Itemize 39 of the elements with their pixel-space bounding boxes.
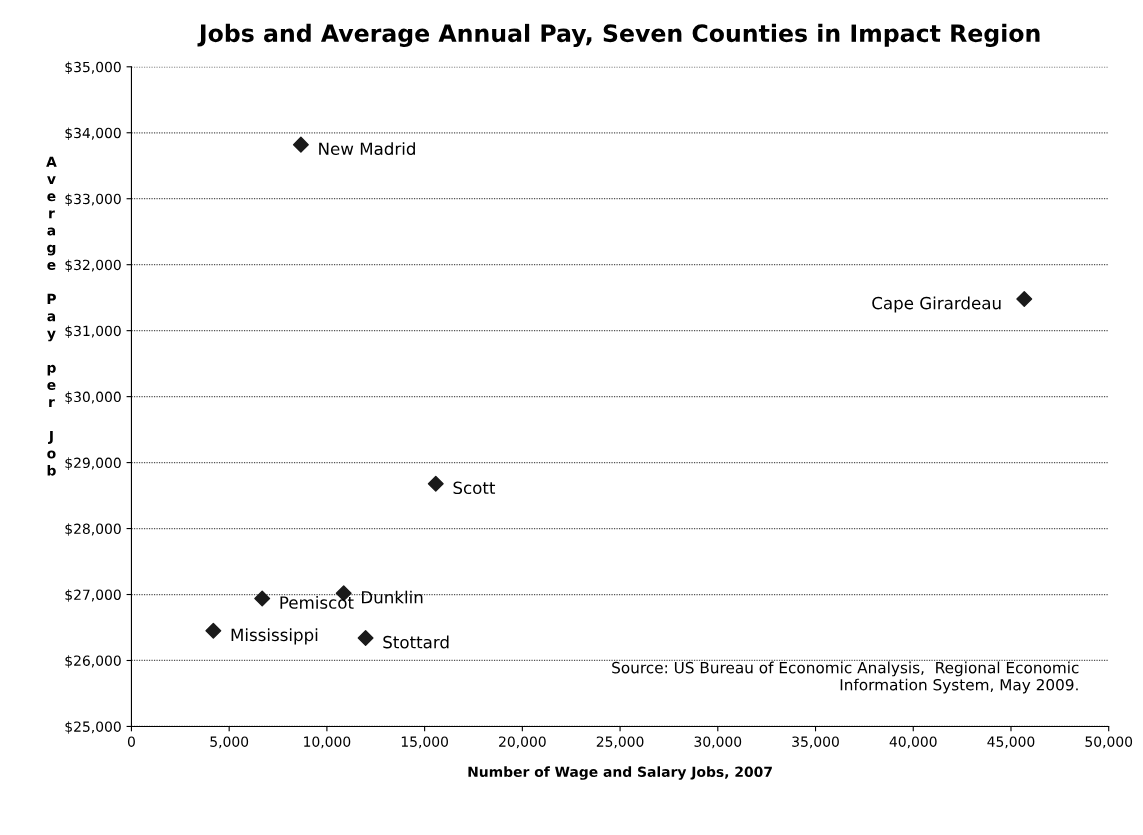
- y-tick-label: $25,000: [65, 721, 121, 734]
- x-tick-label: 30,000: [694, 736, 742, 749]
- y-tick-label: $28,000: [65, 523, 121, 536]
- y-tick-label: $29,000: [65, 457, 121, 470]
- annotation: Source: US Bureau of Economic Analysis, Regional Economic Information System, May 2009.: [612, 661, 1079, 694]
- y-tick-label: $31,000: [65, 325, 121, 338]
- point: [254, 590, 271, 607]
- annotation: Pemiscot: [280, 595, 354, 609]
- annotation: Dunklin: [362, 590, 423, 604]
- x-tick-label: 35,000: [792, 736, 839, 749]
- y-tick-label: $27,000: [65, 589, 121, 602]
- point: [427, 475, 444, 492]
- x-tick-label: 5,000: [210, 736, 249, 749]
- annotation: Scott: [453, 481, 496, 495]
- annotation: Mississippi: [231, 628, 318, 645]
- y-tick-label: $35,000: [65, 61, 121, 75]
- x-tick-label: 0: [127, 736, 135, 747]
- point: [205, 622, 222, 639]
- chart-title: Jobs and Average Annual Pay, Seven Counties in Impact Region: [197, 23, 1040, 47]
- x-tick-label: 25,000: [596, 736, 644, 749]
- x-tick-label: 10,000: [304, 736, 351, 749]
- y-tick-label: $34,000: [65, 127, 121, 141]
- y-tick-label: $32,000: [65, 259, 121, 273]
- x-tick-label: 15,000: [401, 736, 448, 749]
- x-tick-label: 50,000: [1085, 736, 1133, 749]
- annotation: New Madrid: [319, 142, 415, 156]
- point: [1016, 291, 1033, 307]
- annotation: Stottard: [383, 635, 449, 649]
- x-axis-title: Number of Wage and Salary Jobs, 2007: [468, 766, 772, 780]
- y-tick-label: $26,000: [65, 655, 121, 668]
- text: Average Pay per Job: [46, 156, 57, 476]
- point: [292, 136, 309, 153]
- y-tick-label: $33,000: [65, 193, 121, 207]
- y-tick-label: $30,000: [65, 391, 121, 404]
- x-tick-label: 45,000: [987, 736, 1035, 749]
- x-tick-label: 40,000: [889, 736, 937, 749]
- annotation: Cape Girardeau: [872, 296, 1001, 313]
- x-tick-label: 20,000: [499, 736, 546, 749]
- point: [357, 630, 374, 647]
